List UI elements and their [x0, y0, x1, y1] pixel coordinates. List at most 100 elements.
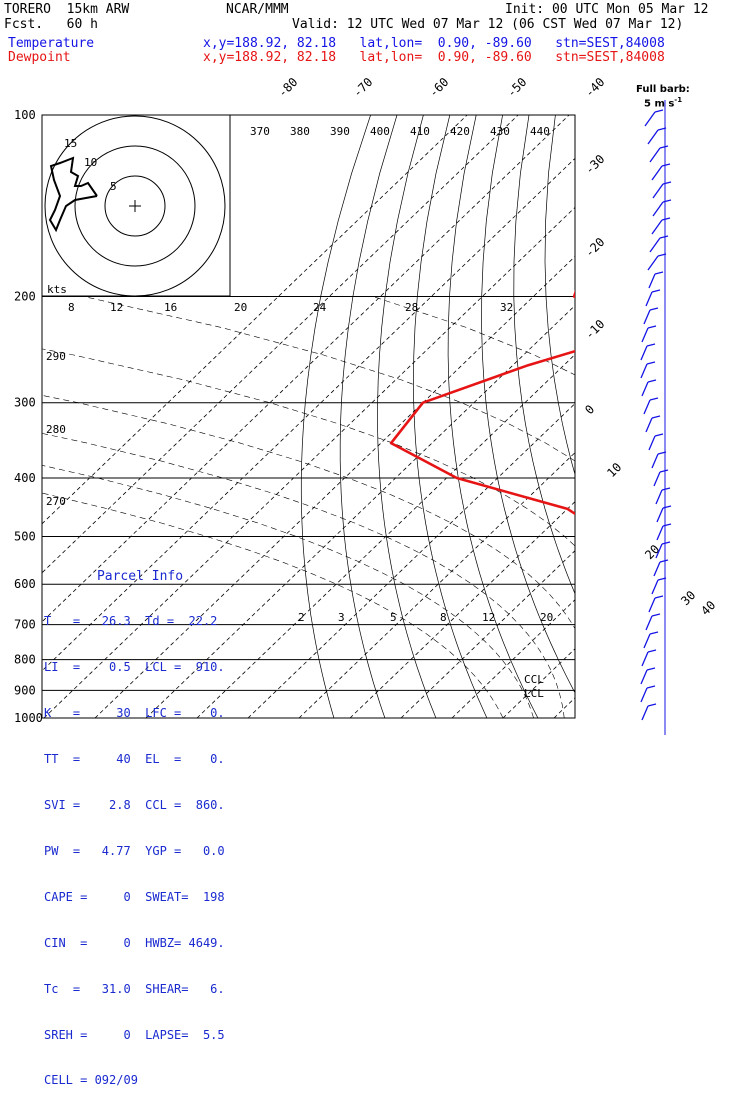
dry-adiabat-line	[339, 115, 398, 718]
wind-barb	[645, 417, 653, 433]
wind-barb-tick	[659, 235, 669, 239]
isotherm-line	[42, 157, 575, 672]
wind-barb	[647, 129, 659, 145]
wind-barb-tick	[646, 343, 656, 347]
temperature-legend: Temperature	[8, 36, 95, 51]
barb-key-title: Full barb:	[636, 84, 690, 95]
wind-barb-tick	[661, 163, 671, 167]
wind-barb	[640, 345, 648, 361]
wind-barb-tick	[662, 505, 672, 509]
wind-barb-tick	[657, 253, 667, 257]
org-name: NCAR/MMM	[226, 2, 289, 17]
isotherm-line	[43, 206, 575, 718]
theta-label: 410	[410, 125, 430, 138]
wind-barb	[651, 219, 663, 235]
mixing-ratio-label: 8	[68, 301, 75, 314]
theta-label: 380	[290, 125, 310, 138]
wind-barb	[648, 435, 656, 451]
parcel-row: LI = 0.5 LCL = 910.	[44, 660, 225, 675]
isotherm-line	[298, 452, 575, 718]
wind-barb-tick	[654, 109, 664, 113]
isotherm-line	[656, 115, 740, 718]
dry-adiabat-line	[605, 115, 740, 718]
dry-adiabat-line	[447, 115, 539, 718]
mixing-ratio-label: 8	[440, 611, 447, 624]
moist-adiabat-line	[83, 296, 575, 462]
wind-barb	[651, 453, 659, 469]
isotherm-line	[196, 353, 575, 718]
mixing-ratio-label: 12	[482, 611, 495, 624]
parcel-row: T = 26.3 Td = 22.2	[44, 614, 218, 629]
isotherm-line	[451, 599, 575, 718]
wind-barb	[644, 111, 656, 127]
left-theta-label: 280	[46, 423, 66, 436]
wind-barb-tick	[661, 541, 671, 545]
dry-adiabat-line	[513, 115, 575, 595]
wind-barb-tick	[659, 469, 669, 473]
wind-barb	[656, 525, 664, 541]
pressure-label: 800	[14, 653, 36, 667]
theta-label: 440	[530, 125, 550, 138]
isotherm-label: -10	[582, 317, 607, 342]
wind-barb-tick	[661, 217, 671, 221]
hodograph-ring-label: 10	[84, 156, 97, 169]
isotherm-label: -50	[504, 75, 529, 100]
moist-adiabat-line	[42, 395, 575, 630]
wind-barb-tick	[649, 631, 659, 635]
isotherm-line	[605, 115, 740, 718]
isotherm-line	[247, 403, 575, 718]
valid-time: Valid: 12 UTC Wed 07 Mar 12 (06 CST Wed …	[292, 17, 684, 32]
isotherm-line	[94, 255, 575, 718]
hodograph-ring	[74, 145, 196, 267]
wind-barb-tick	[651, 415, 661, 419]
wind-barb-tick	[654, 433, 664, 437]
barb-key-speed: 5 m s	[644, 98, 675, 110]
wind-barb-tick	[659, 145, 669, 149]
wind-barb	[647, 255, 659, 271]
pressure-label: 600	[14, 577, 36, 591]
wind-barb	[645, 615, 653, 631]
wind-barb	[652, 201, 664, 217]
forecast-hour: Fcst. 60 h	[4, 17, 98, 32]
wind-barb	[656, 507, 664, 523]
wind-barb-tick	[649, 307, 659, 311]
parcel-row: TT = 40 EL = 0.	[44, 752, 225, 767]
wind-barb-tick	[647, 703, 657, 707]
dry-adiabat-line	[413, 115, 488, 718]
left-theta-label: 270	[46, 495, 66, 508]
mixing-ratio-label: 12	[110, 301, 123, 314]
wind-barb-tick	[649, 397, 659, 401]
wind-barb-tick	[657, 451, 667, 455]
pressure-label: 900	[14, 683, 36, 697]
wind-barb	[641, 327, 649, 343]
theta-label: 390	[330, 125, 350, 138]
wind-barb-tick	[659, 559, 669, 563]
wind-barb-tick	[654, 271, 664, 275]
wind-barb	[640, 363, 648, 379]
mixing-ratio-label: 5	[390, 611, 397, 624]
parcel-row: SREH = 0 LAPSE= 5.5	[44, 1027, 225, 1042]
isotherm-line	[145, 304, 575, 718]
dry-adiabat-line	[377, 115, 437, 718]
wind-barb-tick	[647, 325, 657, 329]
dry-adiabat-line	[300, 115, 371, 718]
hodograph-ring	[44, 115, 226, 297]
wind-barb-tick	[654, 595, 664, 599]
parcel-row: CIN = 0 HWBZ= 4649.	[44, 935, 225, 950]
isotherm-label: 40	[698, 598, 718, 618]
barb-key-value: 5 m s-1	[644, 95, 682, 109]
wind-barb-tick	[646, 667, 656, 671]
wind-barb-tick	[661, 487, 671, 491]
mixing-ratio-label: 32	[500, 301, 513, 314]
left-theta-label: 290	[46, 350, 66, 363]
wind-barb-tick	[662, 523, 672, 527]
parcel-row: SVI = 2.8 CCL = 860.	[44, 798, 225, 813]
parcel-row: Tc = 31.0 SHEAR= 6.	[44, 981, 225, 996]
dewpoint-legend: Dewpoint	[8, 50, 71, 65]
parcel-row: CELL = 092/09	[44, 1073, 138, 1088]
temperature-location: x,y=188.92, 82.18 lat,lon= 0.90, -89.60 …	[203, 36, 665, 51]
wind-barb	[643, 633, 651, 649]
wind-barb	[651, 165, 663, 181]
parcel-info-panel: Parcel Info T = 26.3 Td = 22.2 LI = 0.5 …	[44, 538, 236, 1104]
